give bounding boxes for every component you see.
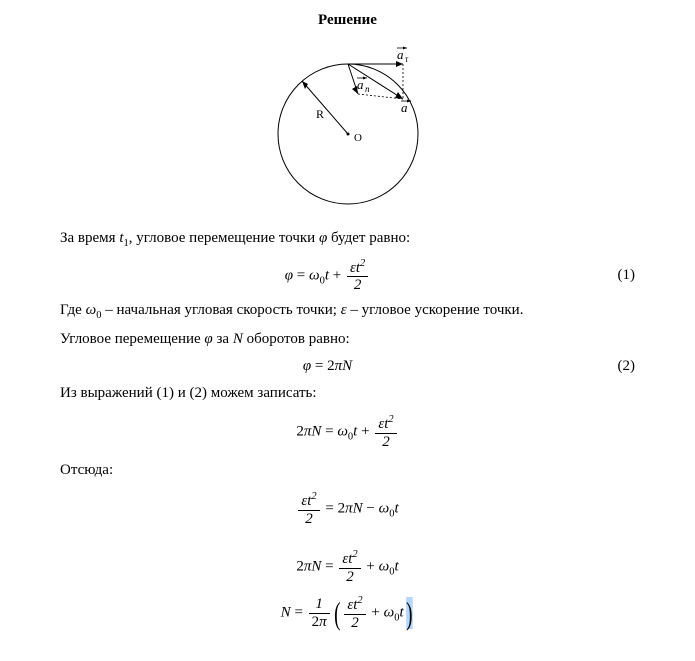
text: , угловое перемещение точки <box>129 230 319 246</box>
circle-diagram: O R a τ a n a <box>258 39 438 209</box>
var-t1: t1 <box>119 230 128 246</box>
equation-3: 2πN = ω0t + εt22 <box>60 414 635 450</box>
eq-number-1: (1) <box>595 265 635 286</box>
text: будет равно: <box>327 230 410 246</box>
svg-text:a: a <box>397 47 404 62</box>
paragraph-4: Из выражений (1) и (2) можем записать: <box>60 383 635 404</box>
paragraph-2: Где ω0 – начальная угловая скорость точк… <box>60 300 635 324</box>
highlight-paren: ) <box>406 597 412 629</box>
equation-6: N = 12π(εt22 + ω0t) <box>60 595 635 631</box>
svg-text:n: n <box>365 84 370 94</box>
equation-4: εt22 = 2πN − ω0t <box>60 491 635 527</box>
R-label: R <box>316 107 324 121</box>
var-phi: φ <box>319 230 327 246</box>
page-title: Решение <box>60 10 635 31</box>
paragraph-1: За время t1, угловое перемещение точки φ… <box>60 228 635 252</box>
eq-number-2: (2) <box>595 356 635 377</box>
equation-1: φ = ω0t + εt22 (1) <box>60 258 635 294</box>
equation-5: 2πN = εt22 + ω0t <box>60 549 635 585</box>
paragraph-5: Отсюда: <box>60 460 635 481</box>
text: За время <box>60 230 119 246</box>
paragraph-3: Угловое перемещение φ за N оборотов равн… <box>60 329 635 350</box>
O-label: O <box>354 132 362 144</box>
svg-text:τ: τ <box>405 54 409 64</box>
svg-text:a: a <box>357 77 364 92</box>
svg-text:a: a <box>401 100 408 115</box>
equation-2: φ = 2πN (2) <box>60 356 635 377</box>
diagram: O R a τ a n a <box>60 39 635 216</box>
